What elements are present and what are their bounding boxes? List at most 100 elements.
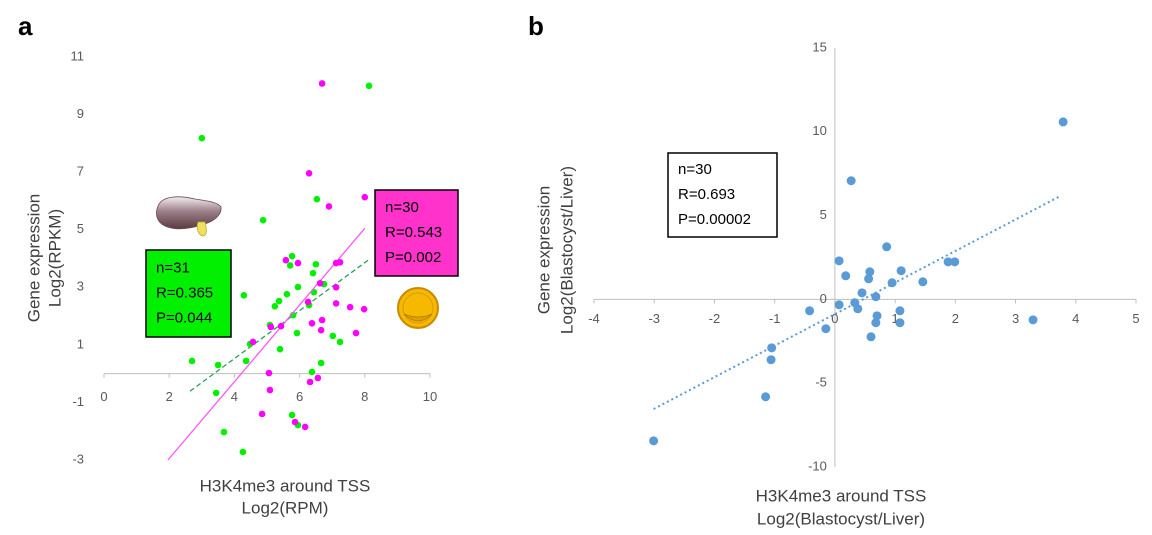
x-tick-label: 4: [231, 389, 238, 404]
y-tick-label: 10: [812, 123, 826, 138]
x-tick-label: -2: [709, 311, 721, 326]
point: [313, 195, 321, 203]
point: [872, 311, 882, 321]
point: [336, 338, 344, 346]
point: [846, 176, 856, 186]
y-axis-label: Log2(RPKM): [45, 209, 64, 307]
stat-text: n=30: [385, 199, 419, 216]
y-tick-label: 5: [820, 207, 827, 222]
x-axis-label: Log2(RPM): [242, 498, 329, 517]
point: [266, 386, 274, 394]
stat-text: R=0.543: [385, 224, 442, 241]
stat-text: R=0.365: [156, 284, 213, 301]
point: [258, 410, 266, 418]
x-tick-label: 8: [361, 389, 368, 404]
point: [267, 323, 275, 331]
point: [306, 378, 314, 386]
point: [767, 343, 777, 353]
point: [291, 418, 299, 426]
stat-box: [374, 189, 459, 277]
point: [312, 260, 320, 268]
point: [866, 332, 876, 342]
trendline: [189, 258, 371, 392]
point: [308, 319, 316, 327]
trendline: [653, 194, 1062, 410]
point: [293, 329, 301, 337]
y-axis-label: Gene expression: [534, 186, 553, 315]
y-tick-label: -5: [815, 375, 827, 390]
blastocyst-icon: [397, 287, 439, 329]
point: [277, 322, 285, 330]
point: [286, 262, 294, 269]
x-axis-label: H3K4me3 around TSS: [200, 476, 371, 495]
point: [276, 345, 284, 353]
y-axis-label: Gene expression: [24, 194, 43, 323]
point: [1058, 117, 1068, 127]
point: [649, 436, 659, 446]
point: [249, 338, 257, 346]
y-tick-label: 11: [71, 48, 85, 63]
point: [316, 279, 324, 287]
y-tick-label: 5: [77, 221, 84, 236]
point: [887, 278, 897, 288]
x-axis-label: Log2(Blastocyst/Liver): [757, 509, 925, 528]
point: [805, 306, 815, 316]
point: [314, 374, 322, 382]
point: [821, 324, 831, 334]
stat-box: [667, 152, 778, 238]
point: [289, 311, 297, 319]
point: [308, 368, 316, 376]
y-tick-label: 9: [77, 106, 84, 121]
point: [361, 193, 369, 201]
point: [259, 216, 267, 224]
point: [220, 428, 228, 436]
point: [895, 306, 905, 316]
point: [318, 80, 326, 87]
y-tick-label: 0: [820, 291, 827, 306]
stat-text: P=0.002: [385, 249, 441, 266]
x-tick-label: 1: [891, 311, 898, 326]
point: [317, 326, 325, 334]
point: [275, 297, 283, 305]
point: [895, 318, 905, 328]
stat-text: R=0.693: [678, 186, 735, 203]
point: [318, 316, 326, 324]
point: [332, 283, 340, 291]
point: [288, 411, 296, 419]
stat-box: [145, 249, 232, 338]
point: [853, 304, 863, 314]
point: [305, 169, 313, 177]
point: [198, 134, 206, 142]
point: [294, 283, 302, 291]
point: [309, 269, 317, 277]
point: [329, 332, 337, 340]
point: [834, 300, 844, 310]
y-tick-label: 7: [77, 164, 84, 179]
point: [857, 288, 867, 298]
y-tick-label: 1: [77, 336, 84, 351]
point: [240, 292, 248, 299]
stat-text: n=30: [678, 161, 712, 178]
point: [304, 298, 312, 306]
point: [239, 448, 247, 456]
point: [761, 392, 771, 402]
x-tick-label: 6: [296, 389, 303, 404]
x-axis-label: H3K4me3 around TSS: [756, 486, 927, 505]
point: [950, 257, 960, 267]
point: [1028, 315, 1038, 325]
point: [841, 271, 851, 281]
point: [282, 256, 290, 264]
point: [871, 318, 881, 328]
point: [317, 359, 325, 367]
x-tick-label: 2: [952, 311, 959, 326]
point: [352, 329, 360, 337]
stat-text: P=0.00002: [678, 211, 751, 228]
point: [294, 259, 302, 267]
point: [834, 256, 844, 266]
panel-label: a: [18, 11, 33, 41]
point: [864, 274, 874, 284]
x-tick-label: 5: [1132, 311, 1139, 326]
point: [283, 290, 291, 298]
y-axis-label: Log2(Blastocyst/Liver): [557, 166, 576, 334]
